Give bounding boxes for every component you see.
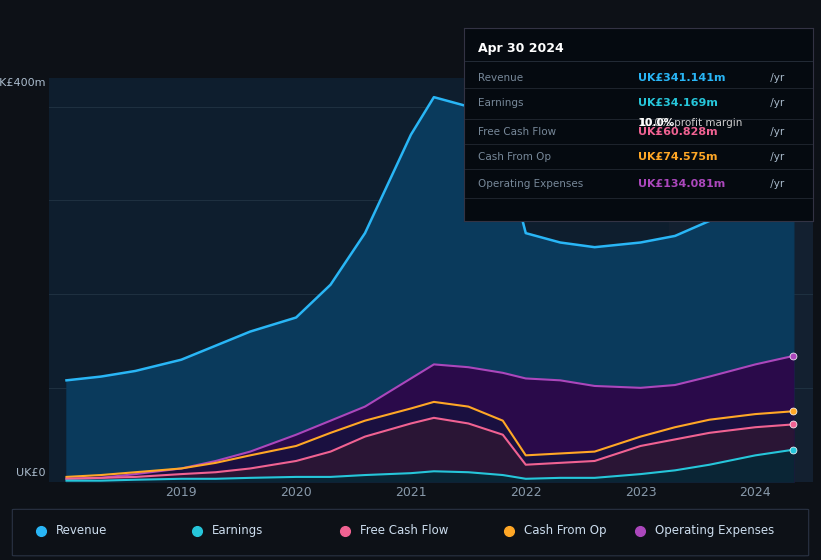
Text: UK£60.828m: UK£60.828m (639, 127, 718, 137)
Text: Free Cash Flow: Free Cash Flow (360, 524, 448, 538)
Text: 10.0% profit margin: 10.0% profit margin (639, 118, 743, 128)
Text: 10.0%: 10.0% (639, 118, 675, 128)
Text: Revenue: Revenue (478, 73, 523, 83)
Text: UK£134.081m: UK£134.081m (639, 180, 726, 189)
Text: UK£34.169m: UK£34.169m (639, 99, 718, 108)
Text: Earnings: Earnings (212, 524, 264, 538)
Text: /yr: /yr (768, 99, 785, 108)
Bar (669, 78, 813, 482)
Text: /yr: /yr (768, 127, 785, 137)
Text: /yr: /yr (768, 152, 785, 162)
Text: Free Cash Flow: Free Cash Flow (478, 127, 556, 137)
Text: UK£400m: UK£400m (0, 78, 45, 88)
Text: Cash From Op: Cash From Op (478, 152, 551, 162)
Text: UK£341.141m: UK£341.141m (639, 73, 726, 83)
Text: Operating Expenses: Operating Expenses (478, 180, 583, 189)
Text: Earnings: Earnings (478, 99, 523, 108)
Text: Operating Expenses: Operating Expenses (655, 524, 774, 538)
Text: Apr 30 2024: Apr 30 2024 (478, 41, 563, 54)
Text: /yr: /yr (768, 180, 785, 189)
Text: Cash From Op: Cash From Op (524, 524, 606, 538)
Text: /yr: /yr (768, 73, 785, 83)
Text: Revenue: Revenue (56, 524, 108, 538)
Text: UK£74.575m: UK£74.575m (639, 152, 718, 162)
Text: UK£0: UK£0 (16, 468, 45, 478)
